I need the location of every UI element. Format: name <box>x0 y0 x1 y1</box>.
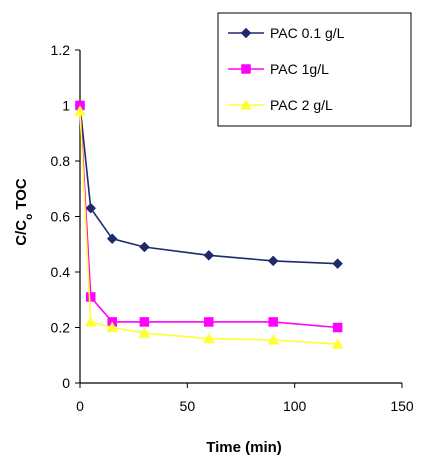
x-axis-ticks: 0 50 100 150 <box>76 383 414 414</box>
y-tick-label: 0 <box>62 375 70 391</box>
x-tick-label: 50 <box>180 398 196 414</box>
legend-marker <box>240 98 252 110</box>
data-point <box>85 292 96 302</box>
y-tick-label: 0.4 <box>51 264 71 280</box>
y-tick-label: 0.8 <box>51 153 71 169</box>
series-line <box>79 105 338 265</box>
data-point <box>267 333 280 345</box>
data-point <box>268 317 278 327</box>
x-tick-label: 100 <box>283 398 307 414</box>
data-point <box>203 249 215 261</box>
data-point <box>267 255 279 267</box>
legend: PAC 0.1 g/L PAC 1g/L PAC 2 g/L <box>217 12 412 127</box>
data-point <box>85 202 97 214</box>
data-point <box>138 327 151 338</box>
series-line <box>79 111 338 345</box>
data-point <box>202 332 215 344</box>
series-layer <box>74 100 344 349</box>
legend-label: PAC 1g/L <box>270 61 329 77</box>
series-triangle <box>74 105 344 349</box>
legend-label: PAC 0.1 g/L <box>270 25 345 41</box>
y-tick-label: 1 <box>62 98 70 114</box>
legend-marker <box>241 64 251 74</box>
data-point <box>139 241 150 253</box>
data-point <box>331 338 344 349</box>
legend-entry: PAC 0.1 g/L <box>228 25 345 41</box>
data-point <box>332 258 343 270</box>
legend-marker <box>240 27 252 39</box>
y-tick-label: 0.2 <box>51 320 71 336</box>
data-point <box>74 105 86 116</box>
y-axis-title: C/Co TOC <box>13 178 35 246</box>
data-point <box>84 315 97 327</box>
data-point <box>139 317 150 327</box>
legend-entry: PAC 1g/L <box>228 61 329 77</box>
series-diamond <box>74 100 343 270</box>
y-tick-label: 1.2 <box>51 42 71 58</box>
x-tick-label: 0 <box>76 398 84 414</box>
data-point <box>204 317 214 327</box>
data-point <box>106 321 119 333</box>
series-square <box>75 100 343 333</box>
series-line <box>79 105 338 329</box>
y-axis-ticks: 0 0.2 0.4 0.6 0.8 1 1.2 <box>51 42 80 391</box>
legend-entry: PAC 2 g/L <box>228 97 333 113</box>
data-point <box>332 322 343 333</box>
data-point <box>106 233 118 245</box>
x-axis-title: Time (min) <box>206 439 282 456</box>
legend-label: PAC 2 g/L <box>270 97 333 113</box>
y-tick-label: 0.6 <box>51 209 71 225</box>
x-tick-label: 150 <box>390 398 414 414</box>
